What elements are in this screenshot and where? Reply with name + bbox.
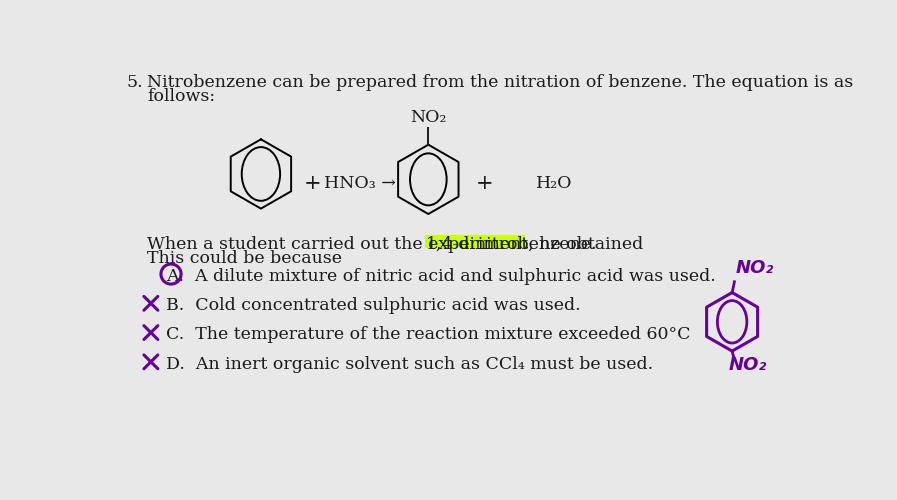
- Text: 1,4-dinitrobenzene.: 1,4-dinitrobenzene.: [426, 236, 597, 252]
- Text: D.  An inert organic solvent such as CCl₄ must be used.: D. An inert organic solvent such as CCl₄…: [166, 356, 654, 372]
- Text: 5.: 5.: [126, 74, 143, 91]
- Text: B.  Cold concentrated sulphuric acid was used.: B. Cold concentrated sulphuric acid was …: [166, 297, 581, 314]
- Text: HNO₃ →: HNO₃ →: [324, 174, 396, 192]
- Text: +: +: [475, 174, 493, 193]
- Text: Nitrobenzene can be prepared from the nitration of benzene. The equation is as: Nitrobenzene can be prepared from the ni…: [147, 74, 853, 91]
- Text: follows:: follows:: [147, 88, 215, 104]
- Text: C.  The temperature of the reaction mixture exceeded 60°C: C. The temperature of the reaction mixtu…: [166, 326, 691, 344]
- FancyBboxPatch shape: [425, 235, 525, 248]
- Text: When a student carried out the experiment, he obtained: When a student carried out the experimen…: [147, 236, 649, 252]
- Text: This could be because: This could be because: [147, 250, 342, 267]
- Text: NO₂: NO₂: [728, 356, 767, 374]
- Text: A.  A dilute mixture of nitric acid and sulphuric acid was used.: A. A dilute mixture of nitric acid and s…: [166, 268, 716, 285]
- Text: +: +: [303, 174, 321, 193]
- Text: H₂O: H₂O: [536, 174, 572, 192]
- Text: NO₂: NO₂: [410, 109, 447, 126]
- Text: NO₂: NO₂: [736, 259, 774, 277]
